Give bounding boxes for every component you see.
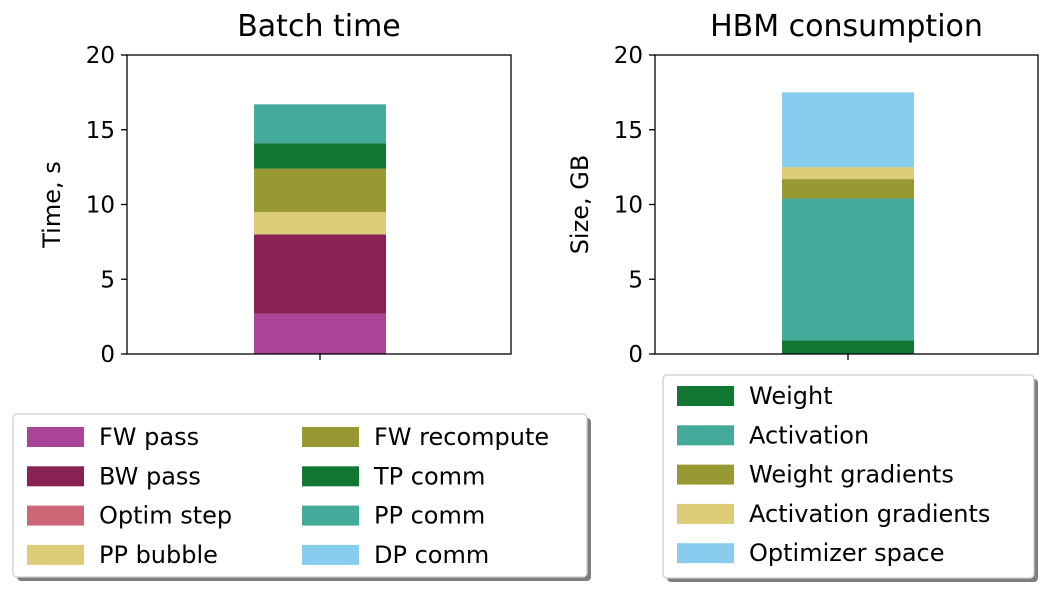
bar-segment — [782, 92, 914, 168]
chart-title: Batch time — [237, 9, 401, 44]
batch-time-chart: Batch time Time, s 0 5 10 15 20 FW pass BW pa… — [12, 9, 591, 581]
legend-swatch — [27, 544, 84, 565]
y-tick-label: 0 — [628, 342, 643, 368]
y-tick-label: 10 — [614, 193, 643, 219]
legend-label: DP comm — [374, 541, 489, 569]
bar-segment — [254, 234, 386, 314]
legend-swatch — [677, 543, 734, 564]
legend-swatch — [302, 466, 359, 487]
bar-segment — [254, 104, 386, 144]
y-tick-label: 5 — [100, 267, 115, 293]
bar-segment — [782, 340, 914, 354]
y-tick-label: 10 — [86, 193, 115, 219]
legend-swatch — [27, 466, 84, 487]
legend-label: Activation gradients — [749, 500, 990, 528]
bar-segment — [254, 211, 386, 235]
legend-label: Activation — [749, 421, 869, 449]
legend: Weight Activation Weight gradients Activati… — [662, 374, 1038, 582]
y-tick-label: 15 — [614, 118, 643, 144]
legend-box — [12, 413, 588, 578]
legend-label: PP bubble — [99, 541, 218, 569]
y-tick-label: 20 — [614, 43, 643, 69]
legend-label: Weight — [749, 382, 833, 410]
chart-title: HBM consumption — [710, 9, 983, 44]
plot-area: 0 5 10 15 20 — [614, 43, 1039, 368]
legend-label: Weight gradients — [749, 461, 954, 489]
legend-label: TP comm — [373, 462, 485, 490]
legend-label: FW pass — [99, 423, 199, 451]
legend-label: BW pass — [99, 462, 201, 490]
y-tick-label: 5 — [628, 267, 643, 293]
y-tick-label: 0 — [100, 342, 115, 368]
legend-swatch — [302, 427, 359, 447]
legend-swatch — [302, 544, 359, 565]
legend-label: Optimizer space — [749, 539, 945, 567]
hbm-consumption-chart: HBM consumption Size, GB 0 5 10 15 20 Weight… — [566, 9, 1039, 582]
y-tick-label: 15 — [86, 118, 115, 144]
legend-swatch — [27, 505, 84, 526]
legend-label: Optim step — [99, 502, 232, 530]
y-axis-label: Time, s — [38, 161, 66, 249]
y-tick-label: 20 — [86, 43, 115, 69]
legend-swatch — [677, 503, 734, 524]
legend-label: FW recompute — [374, 423, 549, 451]
legend-swatch — [677, 425, 734, 446]
legend-swatch — [677, 386, 734, 406]
legend-box — [662, 374, 1035, 579]
legend: FW pass BW pass Optim step PP bubble FW reco… — [12, 413, 591, 581]
legend-swatch — [27, 427, 84, 447]
bar-segment — [782, 179, 914, 199]
bar-segment — [254, 313, 386, 354]
legend-swatch — [677, 464, 734, 485]
legend-swatch — [302, 505, 359, 526]
bar-segment — [782, 167, 914, 180]
bar-segment — [782, 198, 914, 341]
bar-segment — [254, 143, 386, 169]
bar-segment — [254, 168, 386, 212]
legend-label: PP comm — [374, 502, 485, 530]
plot-area: 0 5 10 15 20 — [86, 43, 512, 368]
y-axis-label: Size, GB — [566, 155, 594, 255]
